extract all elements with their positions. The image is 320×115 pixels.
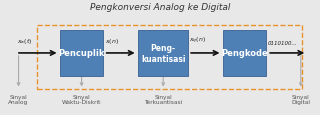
Text: Pencuplik: Pencuplik [58,49,105,58]
FancyBboxPatch shape [60,30,103,76]
Text: 0110100...: 0110100... [268,41,298,46]
Text: Sinyal
Digital: Sinyal Digital [291,94,310,104]
Text: $x_a(t)$: $x_a(t)$ [17,37,32,46]
FancyBboxPatch shape [223,30,266,76]
Text: Sinyal
Analog: Sinyal Analog [8,94,29,104]
FancyBboxPatch shape [139,30,188,76]
Text: $x(n)$: $x(n)$ [105,37,119,46]
Text: $x_q(n)$: $x_q(n)$ [189,36,206,46]
Bar [37,25,302,90]
Text: Sinyal
Terkuantisasi: Sinyal Terkuantisasi [144,94,182,104]
Text: Pengkonversi Analog ke Digital: Pengkonversi Analog ke Digital [90,3,230,12]
Text: Pengkode: Pengkode [221,49,268,58]
Text: Peng-
kuantisasi: Peng- kuantisasi [141,44,186,63]
Text: Sinyal
Waktu-Diskrit: Sinyal Waktu-Diskrit [62,94,101,104]
